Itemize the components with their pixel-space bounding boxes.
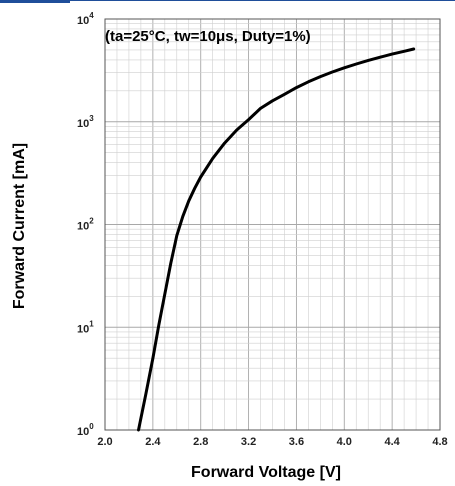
x-tick-label: 4.8 [432, 436, 447, 448]
y-tick-base: 10 [77, 323, 89, 335]
y-tick-base: 10 [77, 15, 89, 27]
x-tick-label: 2.8 [193, 436, 208, 448]
top-accent-bar [0, 0, 70, 3]
top-divider-line [70, 0, 455, 1]
series-line [137, 47, 416, 432]
y-tick-label: 104 [77, 11, 94, 27]
grid [104, 19, 441, 431]
top-rule [0, 0, 455, 3]
y-axis-title: Forward Current [mA] [11, 143, 28, 309]
y-tick-exponent: 4 [89, 11, 94, 20]
y-tick-base: 10 [77, 221, 89, 233]
y-tick-base: 10 [77, 426, 89, 438]
x-tick-label: 3.2 [241, 436, 256, 448]
x-axis-title: Forward Voltage [V] [191, 464, 341, 481]
x-tick-label: 4.0 [337, 436, 352, 448]
y-tick-exponent: 0 [89, 422, 94, 431]
plot-frame [104, 18, 441, 431]
y-tick-exponent: 1 [89, 319, 94, 328]
test-conditions-annotation: (ta=25°C, tw=10μs, Duty=1%) [105, 28, 311, 45]
y-tick-label: 103 [77, 114, 94, 130]
x-tick-labels: 2.0 2.4 2.8 3.2 3.6 4.0 4.4 4.8 [97, 436, 447, 448]
x-tick-label: 2.0 [97, 436, 112, 448]
y-tick-label: 101 [77, 319, 94, 335]
y-tick-label: 100 [77, 422, 94, 438]
x-tick-label: 4.4 [384, 436, 400, 448]
x-tick-label: 2.4 [145, 436, 161, 448]
y-tick-label: 102 [77, 217, 94, 233]
y-tick-exponent: 2 [89, 217, 94, 226]
y-tick-base: 10 [77, 118, 89, 130]
y-tick-exponent: 3 [89, 114, 94, 123]
x-tick-label: 3.6 [289, 436, 304, 448]
